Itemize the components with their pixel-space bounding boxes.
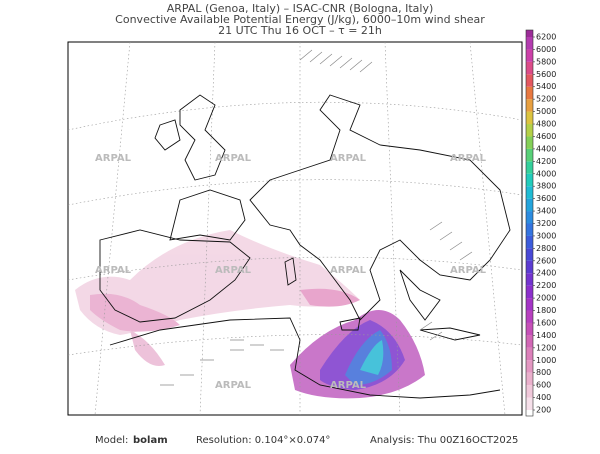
colorbar-label: 2000 — [536, 294, 556, 303]
colorbar-label: 2800 — [536, 244, 556, 253]
wind-barbs — [160, 49, 473, 386]
colorbar-segment — [526, 30, 533, 37]
colorbar-label: 1800 — [536, 306, 556, 315]
colorbar-label: 1600 — [536, 318, 556, 327]
colorbar-segment — [526, 322, 533, 336]
cape-shading — [75, 230, 425, 399]
colorbar-segment — [526, 248, 533, 261]
colorbar-label: 5200 — [536, 95, 556, 104]
colorbar-segment — [526, 49, 533, 62]
colorbar-label: 4200 — [536, 157, 556, 166]
map: ARPAL ARPAL ARPAL ARPAL ARPAL ARPAL ARPAL ARPAL… — [67, 41, 523, 416]
watermark: ARPAL — [95, 265, 132, 276]
colorbar-label: 1400 — [536, 331, 556, 340]
colorbar-segment — [526, 136, 533, 149]
watermarks: ARPAL ARPAL ARPAL ARPAL ARPAL ARPAL ARPAL ARPAL… — [95, 153, 487, 391]
header-line: Convective Available Potential Energy (J… — [115, 13, 485, 26]
colorbar-segment — [526, 111, 533, 125]
colorbar-frame — [525, 29, 534, 417]
colorbar-segment — [526, 148, 533, 162]
watermark: ARPAL — [330, 153, 367, 164]
colorbar-label: 200 — [536, 406, 551, 415]
colorbar-label: 3400 — [536, 207, 556, 216]
watermark: ARPAL — [330, 380, 367, 391]
footer-analysis: Analysis: Thu 00Z16OCT2025 — [370, 435, 518, 446]
colorbar-segment — [526, 235, 533, 249]
colorbar-label: 1000 — [536, 356, 556, 365]
colorbar-segment — [526, 397, 533, 410]
colorbar-segment — [526, 173, 533, 187]
colorbar-segment — [526, 124, 533, 137]
colorbar-label: 5400 — [536, 82, 556, 91]
graticule — [67, 41, 523, 416]
colorbar-segment — [526, 385, 533, 398]
colorbar: 200 400 600 800 1000 1200 1400 1600 1800 2000 2200… — [525, 29, 556, 417]
footer-model: bolam — [133, 435, 168, 446]
colorbar-label: 6200 — [536, 33, 556, 42]
colorbar-segment — [526, 161, 533, 174]
header-line: ARPAL (Genoa, Italy) – ISAC-CNR (Bologna… — [167, 2, 434, 15]
colorbar-segment — [526, 273, 533, 286]
watermark: ARPAL — [450, 153, 487, 164]
colorbar-label: 4800 — [536, 120, 556, 129]
colorbar-label: 5600 — [536, 70, 556, 79]
colorbar-segment — [526, 223, 533, 236]
colorbar-segment — [526, 347, 533, 361]
colorbar-label: 800 — [536, 368, 551, 377]
watermark: ARPAL — [450, 265, 487, 276]
colorbar-segment — [526, 186, 533, 199]
footer-label: Model: — [95, 435, 128, 446]
colorbar-label: 5800 — [536, 57, 556, 66]
watermark: ARPAL — [95, 153, 132, 164]
colorbar-label: 3600 — [536, 194, 556, 203]
colorbar-segment — [526, 260, 533, 274]
colorbar-label: 600 — [536, 381, 551, 390]
colorbar-label: 2200 — [536, 281, 556, 290]
colorbar-segment — [526, 99, 533, 112]
colorbar-below — [526, 410, 533, 416]
colorbar-segment — [526, 372, 533, 386]
colorbar-label: 3200 — [536, 219, 556, 228]
colorbar-segment — [526, 74, 533, 87]
colorbar-segment — [526, 37, 533, 50]
coastlines — [99, 94, 511, 399]
footer-resolution: Resolution: 0.104°×0.074° — [196, 435, 330, 446]
colorbar-label: 4400 — [536, 144, 556, 153]
colorbar-label: 5000 — [536, 107, 556, 116]
colorbar-segment — [526, 61, 533, 75]
colorbar-label: 4600 — [536, 132, 556, 141]
colorbar-label: 4000 — [536, 169, 556, 178]
colorbar-segment — [526, 198, 533, 212]
colorbar-segment — [526, 211, 533, 224]
colorbar-label: 3800 — [536, 182, 556, 191]
colorbar-segment — [526, 310, 533, 323]
colorbar-label: 400 — [536, 393, 551, 402]
colorbar-segment — [526, 335, 533, 348]
watermark: ARPAL — [215, 153, 252, 164]
watermark: ARPAL — [215, 265, 252, 276]
colorbar-segment — [526, 360, 533, 373]
colorbar-segment — [526, 86, 533, 100]
colorbar-segment — [526, 298, 533, 311]
watermark: ARPAL — [215, 380, 252, 391]
watermark: ARPAL — [330, 265, 367, 276]
colorbar-label: 6000 — [536, 45, 556, 54]
colorbar-label: 3000 — [536, 231, 556, 240]
header-line: 21 UTC Thu 16 OCT – τ = 21h — [218, 24, 382, 37]
colorbar-label: 1200 — [536, 343, 556, 352]
map-frame — [67, 41, 523, 416]
colorbar-segment — [526, 285, 533, 299]
colorbar-label: 2600 — [536, 256, 556, 265]
colorbar-label: 2400 — [536, 269, 556, 278]
